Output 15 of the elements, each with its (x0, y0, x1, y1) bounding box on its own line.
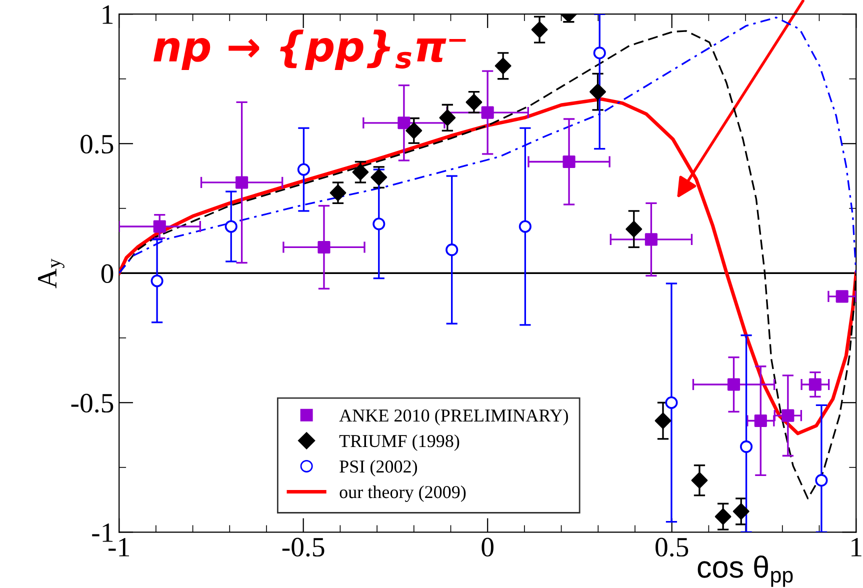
x-tick-label: -0.5 (282, 538, 324, 557)
legend-label: our theory (2009) (340, 485, 466, 502)
y-tick-label: 0 (101, 264, 114, 284)
legend-label: TRIUMF (1998) (339, 434, 460, 451)
x-tick-label: 1 (852, 538, 862, 556)
x-axis-title: cos θ$_{pp}$ (698, 555, 793, 587)
x-tick-label: 0.5 (656, 538, 688, 557)
legend-label: PSI (2002) (340, 460, 418, 476)
y-tick-label: -0.5 (71, 394, 114, 413)
chart-title: np → {pp}$_{s}$π⁻ (154, 30, 466, 70)
y-tick-label: 1 (102, 5, 113, 24)
y-axis-title: A$_{y}$ (38, 258, 64, 288)
x-tick-label: 0 (482, 538, 494, 557)
y-tick-label: 0.5 (80, 134, 114, 154)
legend-label: ANKE 2010 (PRELIMINARY) (339, 408, 568, 426)
